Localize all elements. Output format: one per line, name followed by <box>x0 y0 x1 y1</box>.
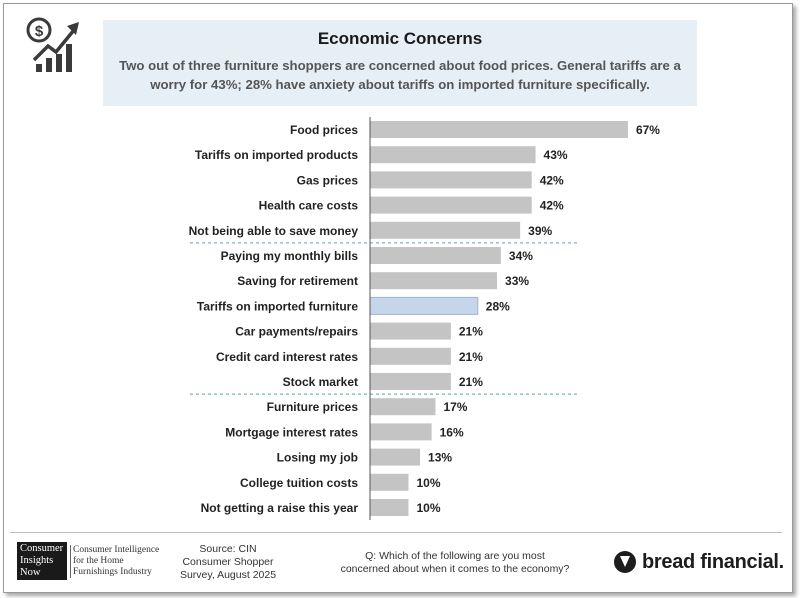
bar <box>370 196 532 214</box>
svg-text:$: $ <box>35 23 44 40</box>
category-label: Losing my job <box>277 451 358 465</box>
source-note: Source: CIN Consumer Shopper Survey, Aug… <box>168 543 288 582</box>
bar <box>370 473 409 491</box>
bar <box>370 322 451 340</box>
category-label: Credit card interest rates <box>216 350 358 364</box>
cin-tagline-line: Furnishings Industry <box>73 567 152 577</box>
question-line: Q: Which of the following are you most <box>365 550 545 562</box>
bar <box>370 221 521 239</box>
data-label: 17% <box>443 400 467 414</box>
cin-tagline-line: for the Home <box>73 556 124 566</box>
source-line: Survey, August 2025 <box>179 569 277 581</box>
bar-chart: Food prices 67% Tariffs on imported produc… <box>189 117 660 520</box>
data-label: 67% <box>636 123 660 137</box>
footer-divider <box>10 532 782 533</box>
source-line: Consumer Shopper <box>182 556 274 568</box>
header-box: Economic Concerns Two out of three furni… <box>103 20 697 106</box>
cin-logo-line: Consumer <box>20 543 64 554</box>
cin-tagline-line: Consumer Intelligence <box>73 545 160 555</box>
bread-financial-logo-icon <box>614 551 636 573</box>
bar <box>370 499 409 516</box>
source-line: Source: CIN <box>199 543 257 555</box>
category-label: Mortgage interest rates <box>225 425 358 439</box>
category-label: Saving for retirement <box>237 274 358 288</box>
cin-logo-line: Now <box>20 567 41 578</box>
cin-tagline: Consumer Intelligence for the Home Furni… <box>73 545 163 578</box>
data-label: 21% <box>459 375 483 389</box>
data-label: 16% <box>440 425 464 439</box>
data-label: 21% <box>459 325 483 339</box>
bar <box>370 247 501 264</box>
bar <box>370 146 536 164</box>
bar <box>370 423 432 441</box>
question-line: concerned about when it comes to the eco… <box>340 563 570 575</box>
data-label: 33% <box>505 274 529 288</box>
cin-tagline-rule <box>70 545 71 578</box>
category-label: Health care costs <box>259 199 359 213</box>
data-label: 42% <box>540 199 564 213</box>
data-label: 10% <box>417 476 441 490</box>
data-label: 42% <box>540 173 564 187</box>
brand-name: bread financial. <box>642 550 784 573</box>
bar <box>370 121 628 138</box>
data-label: 43% <box>544 148 568 162</box>
category-label: Not getting a raise this year <box>201 501 359 515</box>
category-label: Car payments/repairs <box>235 325 358 339</box>
category-label: Gas prices <box>297 173 359 187</box>
category-label: Tariffs on imported furniture <box>197 299 358 313</box>
bar <box>370 398 436 416</box>
data-label: 13% <box>428 451 452 465</box>
category-label: Paying my monthly bills <box>221 249 359 263</box>
data-label: 21% <box>459 350 483 364</box>
bar <box>370 272 498 290</box>
brand-logo: bread financial. <box>614 550 784 574</box>
bar <box>370 373 451 390</box>
category-label: Food prices <box>290 123 358 137</box>
cin-logo: Consumer Insights Now <box>17 542 67 580</box>
category-label: Tariffs on imported products <box>195 148 358 162</box>
dollar-growth-chart-icon: $ <box>26 17 79 72</box>
bar <box>370 171 532 189</box>
bar <box>369 296 479 315</box>
category-label: Stock market <box>283 375 358 389</box>
category-label: Not being able to save money <box>189 224 359 238</box>
bar <box>370 347 451 365</box>
cin-logo-line: Insights <box>20 555 54 566</box>
data-label: 34% <box>509 249 533 263</box>
chart-subtitle: Two out of three furniture shoppers are … <box>119 58 681 92</box>
survey-question: Q: Which of the following are you most c… <box>330 550 580 576</box>
category-label: College tuition costs <box>240 476 358 490</box>
data-label: 39% <box>528 224 552 238</box>
bar <box>370 448 421 466</box>
chart-title: Economic Concerns <box>317 29 483 48</box>
data-label: 28% <box>486 299 510 313</box>
data-label: 10% <box>417 501 441 515</box>
category-label: Furniture prices <box>267 400 359 414</box>
